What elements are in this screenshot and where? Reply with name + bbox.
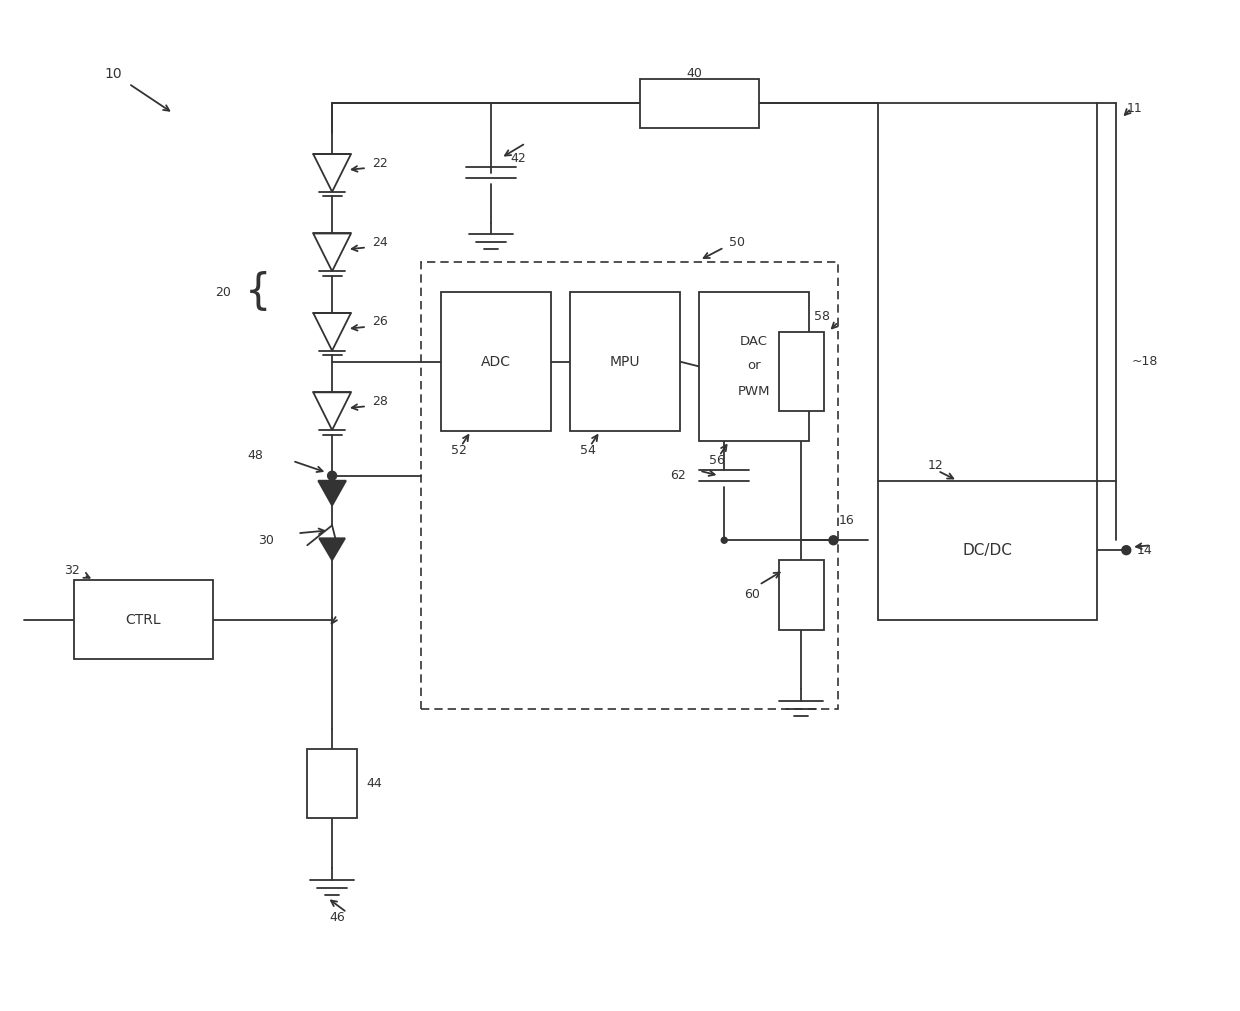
Text: 60: 60 (744, 588, 760, 602)
Text: DC/DC: DC/DC (962, 543, 1012, 558)
Circle shape (327, 471, 336, 480)
Text: or: or (748, 359, 761, 372)
Text: 40: 40 (687, 67, 702, 80)
Text: 32: 32 (64, 563, 79, 576)
Text: 58: 58 (813, 310, 830, 324)
Circle shape (722, 537, 727, 543)
Text: 30: 30 (258, 534, 274, 547)
Polygon shape (319, 480, 346, 506)
Bar (308, 749, 357, 818)
Bar (422, 262, 838, 709)
Text: 54: 54 (580, 445, 596, 457)
Text: 42: 42 (511, 152, 527, 165)
Bar (878, 480, 1096, 620)
Bar (779, 332, 823, 411)
Text: ~18: ~18 (1131, 355, 1158, 368)
Text: 46: 46 (329, 911, 345, 924)
Bar (74, 580, 213, 659)
Bar (441, 292, 551, 431)
Text: 62: 62 (670, 469, 686, 482)
Text: 24: 24 (372, 236, 388, 249)
Text: 20: 20 (215, 285, 231, 298)
Bar (779, 560, 823, 630)
Text: 50: 50 (729, 236, 745, 249)
Bar (699, 292, 808, 441)
Text: 12: 12 (928, 459, 944, 472)
Text: 10: 10 (105, 67, 123, 81)
Polygon shape (319, 538, 345, 560)
Circle shape (1122, 546, 1131, 555)
Text: CTRL: CTRL (125, 613, 161, 627)
Text: ADC: ADC (481, 355, 511, 369)
Text: 52: 52 (451, 445, 467, 457)
Circle shape (830, 536, 838, 545)
Text: DAC: DAC (740, 336, 768, 348)
Text: 26: 26 (372, 315, 388, 329)
Text: PWM: PWM (738, 385, 770, 398)
Text: 11: 11 (1126, 102, 1142, 115)
Text: 22: 22 (372, 157, 388, 170)
Bar (640, 79, 759, 128)
Text: 56: 56 (709, 454, 725, 467)
Text: 48: 48 (248, 449, 264, 462)
Text: 44: 44 (367, 777, 383, 790)
Text: {: { (244, 271, 270, 313)
Bar (570, 292, 680, 431)
Text: MPU: MPU (610, 355, 640, 369)
Text: 16: 16 (838, 514, 854, 527)
Text: 14: 14 (1136, 544, 1152, 557)
Text: 28: 28 (372, 394, 388, 407)
